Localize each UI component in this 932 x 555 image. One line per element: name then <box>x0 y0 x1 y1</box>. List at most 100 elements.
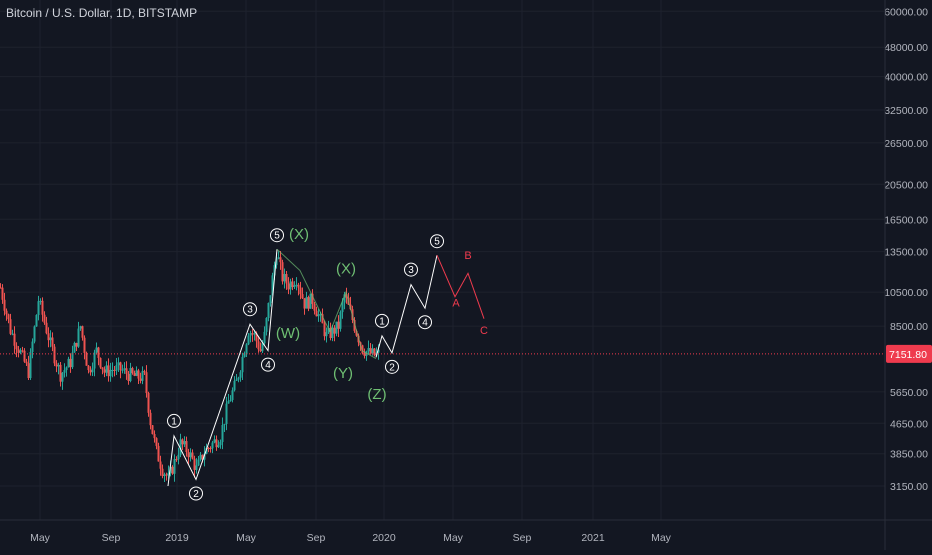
candle-body <box>69 358 72 368</box>
price-tick-label: 20500.00 <box>884 179 928 191</box>
corrective-wave-label: (Z) <box>367 386 386 403</box>
candle-body <box>183 441 186 445</box>
candle-body <box>239 372 242 378</box>
candle-body <box>147 393 150 413</box>
candle-body <box>209 448 212 450</box>
wave-label: 4 <box>422 318 428 329</box>
candle-body <box>311 293 314 304</box>
candle-body <box>103 369 106 373</box>
price-tick-label: 5650.00 <box>890 387 928 399</box>
candle-body <box>115 365 118 371</box>
candle-body <box>235 379 238 381</box>
candle-body <box>153 434 156 439</box>
wave-label-circle <box>375 313 389 328</box>
candle-body <box>161 468 164 477</box>
candle-body <box>195 465 198 470</box>
candle-body <box>211 442 214 449</box>
wave-label-circle <box>385 359 399 374</box>
candle-body <box>371 348 374 354</box>
candle-body <box>15 345 18 350</box>
candle-body <box>39 300 42 302</box>
current-price-label: 7151.80 <box>889 349 927 361</box>
white-impulse-1-line <box>167 249 278 487</box>
candle-body <box>141 371 144 381</box>
candle-body <box>33 326 36 342</box>
candle-body <box>325 332 328 337</box>
candle-body <box>175 459 178 461</box>
candle-body <box>143 371 146 373</box>
candle-body <box>327 327 330 333</box>
price-tick-label: 26500.00 <box>884 138 928 150</box>
candle-body <box>241 356 244 373</box>
candle-body <box>179 439 182 455</box>
candle-body <box>159 461 162 469</box>
candle-body <box>57 364 60 367</box>
time-tick-label: May <box>236 532 257 544</box>
wave-label-circle <box>243 302 257 317</box>
corrective-wave-label: C <box>480 325 488 337</box>
candle-body <box>79 326 82 329</box>
candle-body <box>47 333 50 341</box>
candle-body <box>205 447 208 454</box>
candle-body <box>81 326 84 338</box>
price-tick-label: 3150.00 <box>890 481 928 493</box>
candle-body <box>293 285 296 288</box>
price-tick-label: 48000.00 <box>884 42 928 54</box>
price-tick-label: 32500.00 <box>884 105 928 117</box>
candle-body <box>331 327 334 339</box>
wave-label: 3 <box>408 265 414 276</box>
candle-body <box>285 274 288 284</box>
candle-body <box>181 439 184 445</box>
wave-label: 2 <box>193 489 199 500</box>
candle-body <box>345 294 348 298</box>
candle-body <box>377 349 380 353</box>
candle-body <box>59 364 62 382</box>
candle-body <box>355 330 358 336</box>
time-tick-label: Sep <box>513 532 532 544</box>
candle-body <box>89 370 92 373</box>
candle-body <box>135 370 138 376</box>
candle-body <box>313 303 316 311</box>
candle-body <box>129 368 132 381</box>
candle-body <box>343 294 346 303</box>
candle-body <box>353 319 356 331</box>
candle-body <box>155 438 158 446</box>
price-tick-label: 8500.00 <box>890 321 928 333</box>
candle-body <box>19 350 22 353</box>
candle-body <box>271 275 274 296</box>
candle-body <box>17 349 20 353</box>
candle-body <box>191 452 194 459</box>
candle-body <box>29 351 32 379</box>
candle-body <box>113 369 116 371</box>
candle-body <box>297 284 300 288</box>
current-price-tag <box>886 344 932 363</box>
candle-body <box>273 265 276 276</box>
candle-body <box>67 358 70 368</box>
wave-label-circle <box>189 486 203 501</box>
candle-body <box>61 372 64 382</box>
corrective-wave-label: B <box>464 250 471 262</box>
candle-body <box>31 341 34 352</box>
corrective-wave-label: (X) <box>289 226 309 243</box>
candle-body <box>21 350 24 352</box>
candle-body <box>279 257 282 263</box>
symbol-title: Bitcoin / U.S. Dollar, 1D, BITSTAMP <box>6 6 198 20</box>
candle-body <box>151 425 154 435</box>
time-tick-label: May <box>30 532 51 544</box>
price-tick-label: 40000.00 <box>884 72 928 84</box>
corrective-wave-line <box>276 248 377 359</box>
candle-body <box>243 354 246 357</box>
wave-label: 4 <box>265 360 271 371</box>
candle-body <box>265 318 268 332</box>
candle-body <box>125 368 128 374</box>
corrective-wave-label: (X) <box>336 260 356 277</box>
candle-body <box>329 327 332 339</box>
wave-label: 2 <box>389 362 395 373</box>
candle-body <box>131 368 134 374</box>
candle-body <box>43 314 46 323</box>
candle-body <box>275 258 278 266</box>
candle-body <box>317 314 320 317</box>
candle-body <box>41 300 44 315</box>
